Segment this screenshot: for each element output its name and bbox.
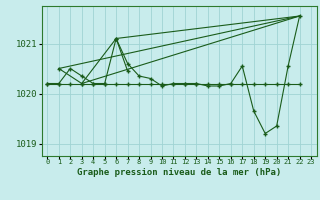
X-axis label: Graphe pression niveau de la mer (hPa): Graphe pression niveau de la mer (hPa)	[77, 168, 281, 177]
